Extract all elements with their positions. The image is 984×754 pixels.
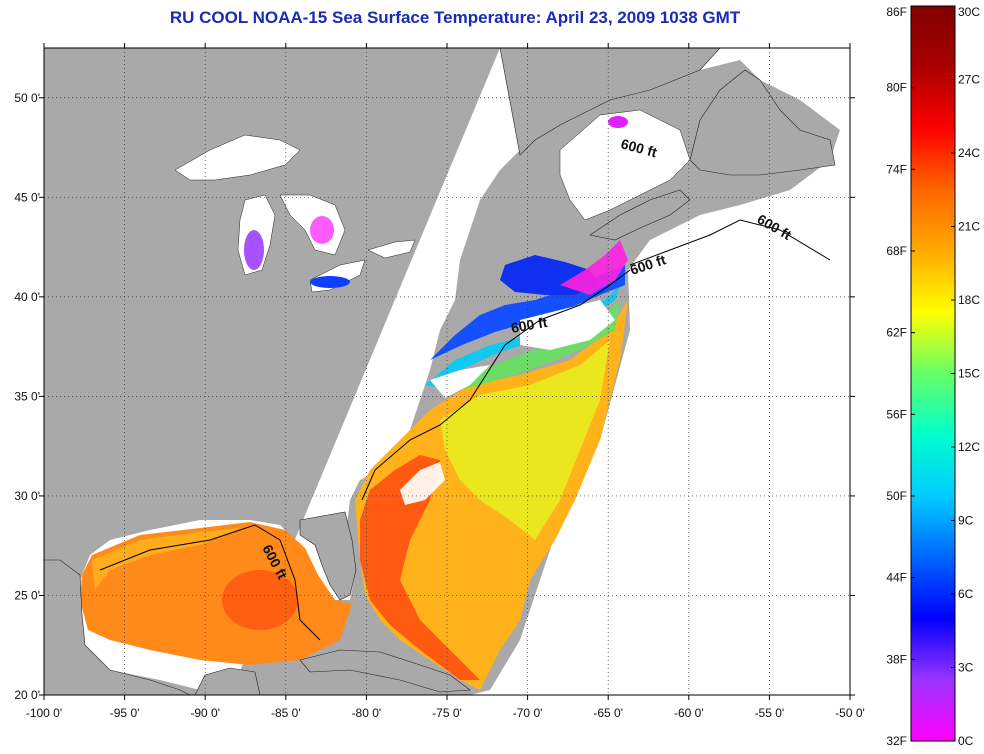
lake-michigan-cold [244, 230, 264, 270]
sst-atlantic-yellow [440, 340, 610, 540]
sst-shelf-cyan [425, 285, 620, 388]
colorbar: 86F 80F 74F 68F 62F 56F 50F 44F 38F 32F 30C 27C 24C… [886, 5, 980, 748]
lon-tick-label: -65 0' [593, 706, 623, 720]
lat-tick-label: 50 0' [14, 91, 40, 105]
lon-tick-label: -60 0' [674, 706, 704, 720]
isobath-atlantic [361, 269, 631, 501]
colorbar-c-label: 15C [958, 367, 980, 381]
lat-tick-label: 35 0' [14, 389, 40, 403]
lon-tick-label: -80 0' [352, 706, 382, 720]
colorbar-c-label: 30C [958, 5, 980, 19]
colorbar-f-label: 62F [886, 326, 907, 340]
sst-st-lawrence-magenta [608, 116, 628, 128]
colorbar-f-label: 44F [886, 571, 907, 585]
colorbar-c-label: 0C [958, 734, 974, 748]
sst-slope-green [440, 300, 620, 395]
lake-huron-cold [310, 216, 334, 244]
isobath-scotian [629, 219, 831, 266]
lon-tick-label: -100 0' [26, 706, 62, 720]
colorbar-c-label: 12C [958, 440, 980, 454]
labrador-land [499, 48, 721, 156]
latitude-ticks: 20 0' 25 0' 30 0' 35 0' 40 0' 45 0' 50 0' [14, 91, 855, 702]
isobath-label-atlantic: 600 ft [510, 314, 549, 336]
lake-superior [174, 134, 301, 181]
lon-tick-label: -55 0' [755, 706, 785, 720]
lat-tick-label: 45 0' [14, 190, 40, 204]
isobaths [99, 219, 831, 641]
nova-scotia-land [589, 189, 691, 241]
mexico-coast-land [44, 559, 191, 695]
colorbar-c-label: 9C [958, 514, 974, 528]
cloud-patch-sargasso [400, 462, 445, 505]
yucatan-land [194, 667, 261, 695]
colorbar-f-label: 38F [886, 652, 907, 666]
colorbar-f-label: 86F [886, 5, 907, 19]
lat-tick-label: 40 0' [14, 290, 40, 304]
colorbar-f-label: 50F [886, 489, 907, 503]
colorbar-f-label: 32F [886, 734, 907, 748]
cuba-land [299, 649, 471, 693]
colorbar-c-label: 18C [958, 293, 980, 307]
colorbar-f-label: 56F [886, 407, 907, 421]
lon-tick-label: -95 0' [110, 706, 140, 720]
colorbar-c-label: 24C [958, 146, 980, 160]
lake-ontario [367, 239, 416, 259]
colorbar-fahrenheit-labels: 86F 80F 74F 68F 62F 56F 50F 44F 38F 32F [886, 5, 915, 748]
lon-tick-label: -50 0' [835, 706, 865, 720]
map-title: RU COOL NOAA-15 Sea Surface Temperature:… [169, 8, 741, 27]
lat-tick-label: 30 0' [14, 489, 40, 503]
lat-tick-label: 25 0' [14, 588, 40, 602]
lon-tick-label: -70 0' [513, 706, 543, 720]
colorbar-c-label: 27C [958, 73, 980, 87]
sst-scotian-magenta [560, 240, 628, 295]
colorbar-celsius-labels: 30C 27C 24C 21C 18C 15C 12C 9C 6C 3C 0C [951, 5, 980, 748]
lon-tick-label: -85 0' [271, 706, 301, 720]
map-panel[interactable] [44, 48, 850, 695]
sst-gulf-warm-core [222, 570, 298, 630]
lon-tick-label: -90 0' [190, 706, 220, 720]
sst-gulf-stream-core [360, 455, 480, 680]
colorbar-bar [910, 5, 956, 742]
lat-tick-label: 20 0' [14, 688, 40, 702]
newfoundland-land [689, 69, 836, 176]
longitude-ticks: -100 0' -95 0' -90 0' -85 0' -80 0' -75 0' -70… [26, 43, 865, 720]
colorbar-f-label: 80F [886, 81, 907, 95]
colorbar-c-label: 3C [958, 661, 974, 675]
colorbar-c-label: 6C [958, 587, 974, 601]
sst-gulf-of-mexico [80, 522, 352, 665]
lake-erie-cold [310, 276, 350, 288]
sst-gulf-west-shelf [92, 528, 240, 590]
isobath-gulf [99, 524, 321, 641]
lon-tick-label: -75 0' [432, 706, 462, 720]
colorbar-c-label: 21C [958, 220, 980, 234]
colorbar-f-label: 68F [886, 244, 907, 258]
florida-land [299, 511, 357, 601]
gulf-st-lawrence [559, 109, 691, 221]
cloud-patch-midatlantic [430, 365, 490, 398]
cloud-patch-shelf [520, 300, 615, 350]
colorbar-f-label: 74F [886, 162, 907, 176]
